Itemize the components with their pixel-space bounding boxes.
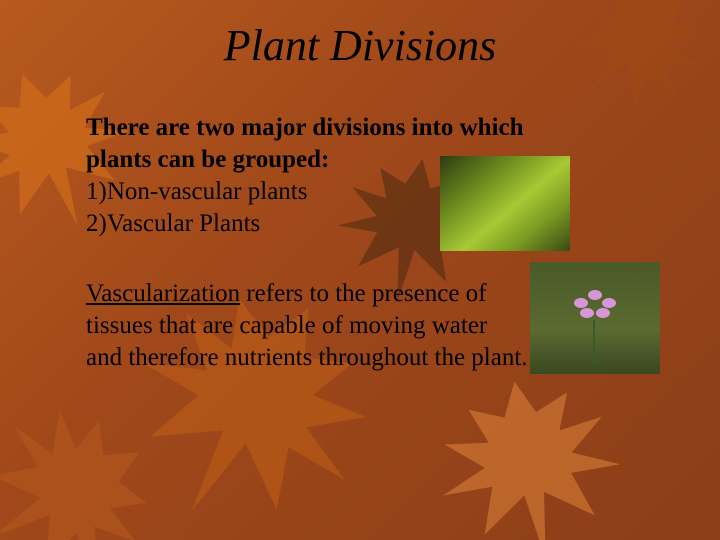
definition-rest-1: refers to the presence of [240, 280, 486, 307]
intro-line-2: plants can be grouped: [86, 144, 680, 176]
intro-line-1: There are two major divisions into which [86, 112, 680, 144]
slide-title: Plant Divisions [0, 20, 720, 71]
flower-stem [593, 320, 595, 362]
flower-petals [576, 292, 614, 322]
list-item-1: 1)Non-vascular plants [86, 176, 680, 208]
list-item-2: 2)Vascular Plants [86, 208, 680, 240]
flower-image [530, 262, 660, 374]
moss-image [440, 156, 570, 251]
definition-term: Vascularization [86, 280, 240, 307]
slide: Plant Divisions There are two major divi… [0, 0, 720, 540]
